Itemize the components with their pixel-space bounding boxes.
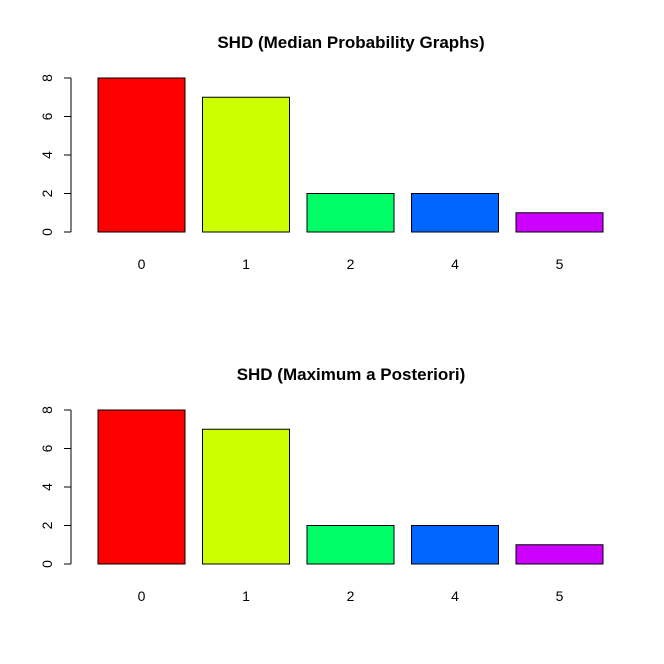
bar [411, 193, 499, 233]
x-tick-label: 0 [138, 256, 146, 272]
y-tick-label: 2 [39, 521, 55, 529]
chart-title: SHD (Median Probability Graphs) [217, 33, 484, 52]
y-tick-label: 0 [39, 560, 55, 568]
x-tick-label: 5 [556, 588, 564, 604]
chart-panel-2: SHD (Maximum a Posteriori) 0 1 2 4 5 0 2 4 6 8 [39, 365, 604, 604]
y-tick-label: 6 [39, 444, 55, 452]
x-tick-label: 0 [138, 588, 146, 604]
y-tick-label: 4 [39, 151, 55, 159]
bar [306, 525, 395, 565]
chart-marks: 0 1 2 4 5 0 2 4 6 8 [39, 74, 604, 272]
x-tick-label: 1 [242, 256, 250, 272]
x-tick-label: 4 [451, 256, 459, 272]
y-tick-label: 6 [39, 112, 55, 120]
bar [97, 77, 186, 233]
chart-panel-1: SHD (Median Probability Graphs) 0 1 2 4 5 0 2 4… [39, 33, 604, 272]
bar [202, 96, 290, 233]
y-tick-label: 2 [39, 189, 55, 197]
x-tick-label: 5 [556, 256, 564, 272]
bar [306, 193, 395, 233]
chart-marks: 0 1 2 4 5 0 2 4 6 8 [39, 406, 604, 604]
x-tick-label: 2 [347, 588, 355, 604]
y-tick-label: 0 [39, 228, 55, 236]
bar [411, 525, 499, 565]
y-tick-label: 4 [39, 483, 55, 491]
bar [97, 409, 186, 565]
x-tick-label: 2 [347, 256, 355, 272]
x-tick-label: 1 [242, 588, 250, 604]
bar [202, 428, 290, 565]
chart-title: SHD (Maximum a Posteriori) [237, 365, 466, 384]
x-tick-label: 4 [451, 588, 459, 604]
bar [515, 544, 604, 565]
bar [515, 212, 604, 233]
y-tick-label: 8 [39, 406, 55, 414]
y-tick-label: 8 [39, 74, 55, 82]
